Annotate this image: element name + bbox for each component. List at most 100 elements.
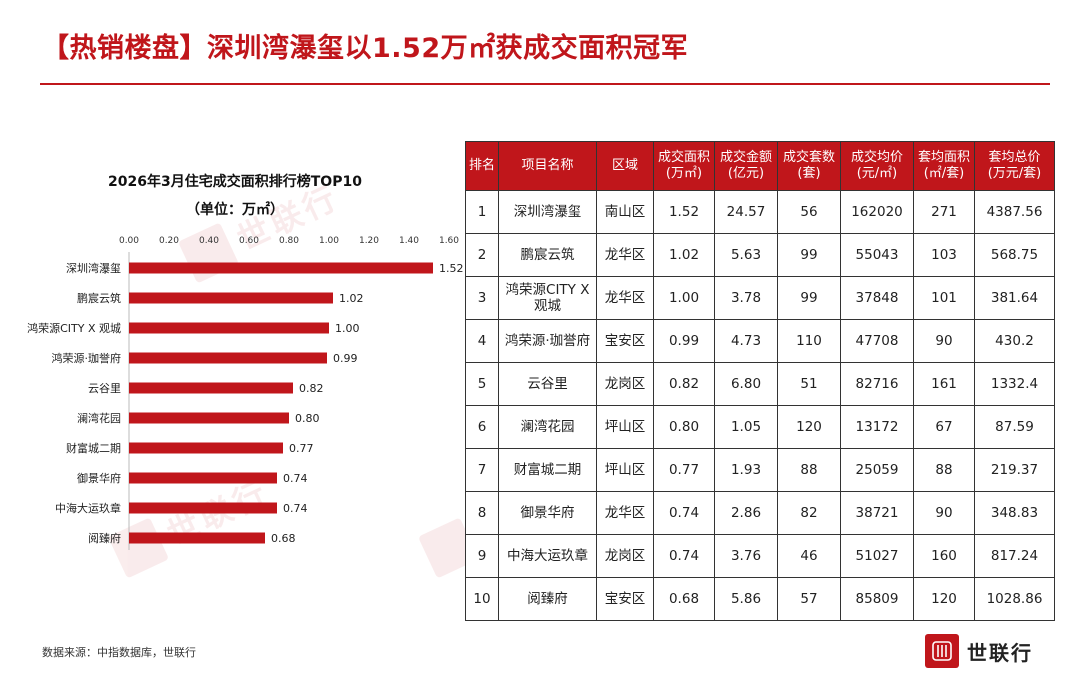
- table-cell: 5.86: [714, 577, 778, 621]
- bar: [129, 382, 293, 394]
- table-cell: 0.99: [653, 319, 715, 363]
- x-tick-label: 1.60: [439, 236, 459, 246]
- bar-value-label: 1.52: [439, 262, 464, 275]
- table-cell: 0.82: [653, 362, 715, 406]
- table-cell: 568.75: [974, 233, 1055, 277]
- table-cell: 161: [913, 362, 975, 406]
- table-cell: 13172: [840, 405, 914, 449]
- table-cell: 坪山区: [596, 405, 654, 449]
- table-header-cell: 套均面积 (㎡/套): [913, 141, 975, 191]
- table-cell: 88: [777, 448, 841, 492]
- table-cell: 55043: [840, 233, 914, 277]
- brand-logo: 世联行: [925, 634, 1033, 668]
- table-cell: 阅臻府: [498, 577, 597, 621]
- table-cell: 龙华区: [596, 233, 654, 277]
- bar: [129, 412, 289, 424]
- table-cell: 99: [777, 276, 841, 320]
- table-cell: 7: [465, 448, 499, 492]
- table-cell: 430.2: [974, 319, 1055, 363]
- bar: [129, 532, 265, 544]
- bar: [129, 262, 433, 274]
- table-cell: 82: [777, 491, 841, 535]
- category-label: 鸿荣源·珈誉府: [52, 351, 122, 365]
- bar-value-label: 0.74: [283, 472, 308, 485]
- bar: [129, 442, 283, 454]
- table-cell: 0.68: [653, 577, 715, 621]
- category-label: 澜湾花园: [77, 411, 121, 425]
- table-cell: 财富城二期: [498, 448, 597, 492]
- bar: [129, 292, 333, 304]
- bar: [129, 472, 277, 484]
- table-cell: 3.78: [714, 276, 778, 320]
- bar-value-label: 0.82: [299, 382, 324, 395]
- table-cell: 8: [465, 491, 499, 535]
- table-cell: 2.86: [714, 491, 778, 535]
- table-row: 9 中海大运玖章 龙岗区 0.74 3.76 46 51027 160 817.24: [465, 534, 1055, 578]
- table-cell: 120: [913, 577, 975, 621]
- table-cell: 219.37: [974, 448, 1055, 492]
- x-tick-label: 1.40: [399, 236, 419, 246]
- table-cell: 中海大运玖章: [498, 534, 597, 578]
- table-cell: 56: [777, 190, 841, 234]
- table-cell: 110: [777, 319, 841, 363]
- category-label: 鹏宸云筑: [77, 291, 121, 305]
- table-cell: 2: [465, 233, 499, 277]
- table-cell: 4: [465, 319, 499, 363]
- table-cell: 澜湾花园: [498, 405, 597, 449]
- chart-subtitle: （单位：万㎡）: [186, 202, 284, 218]
- table-row: 2 鹏宸云筑 龙华区 1.02 5.63 99 55043 103 568.75: [465, 233, 1055, 277]
- table-cell: 88: [913, 448, 975, 492]
- table-header-cell: 排名: [465, 141, 499, 191]
- table-cell: 宝安区: [596, 577, 654, 621]
- bar-value-label: 0.77: [289, 442, 314, 455]
- table-cell: 鹏宸云筑: [498, 233, 597, 277]
- table-cell: 0.74: [653, 491, 715, 535]
- table-cell: 381.64: [974, 276, 1055, 320]
- table-cell: 46: [777, 534, 841, 578]
- table-cell: 御景华府: [498, 491, 597, 535]
- table-cell: 9: [465, 534, 499, 578]
- table-cell: 3.76: [714, 534, 778, 578]
- table-cell: 1.52: [653, 190, 715, 234]
- table-cell: 99: [777, 233, 841, 277]
- table-header-row: 排名 项目名称 区域 成交面积 (万㎡) 成交金额 (亿元) 成交套数 (套) 成交均价 (元/㎡)…: [465, 141, 1055, 191]
- table-cell: 龙华区: [596, 491, 654, 535]
- table-header-cell: 套均总价 (万元/套): [974, 141, 1055, 191]
- table-cell: 龙岗区: [596, 362, 654, 406]
- table-cell: 120: [777, 405, 841, 449]
- table-cell: 67: [913, 405, 975, 449]
- table-cell: 87.59: [974, 405, 1055, 449]
- table-cell: 25059: [840, 448, 914, 492]
- table-cell: 龙岗区: [596, 534, 654, 578]
- bar: [129, 322, 329, 334]
- table-cell: 47708: [840, 319, 914, 363]
- table-cell: 38721: [840, 491, 914, 535]
- table-cell: 龙华区: [596, 276, 654, 320]
- table-header-cell: 成交金额 (亿元): [714, 141, 778, 191]
- table-cell: 1.02: [653, 233, 715, 277]
- category-label: 深圳湾瀑玺: [66, 261, 121, 275]
- chart-title: 2026年3月住宅成交面积排行榜TOP10: [108, 174, 362, 190]
- table-cell: 160: [913, 534, 975, 578]
- bar-value-label: 0.74: [283, 502, 308, 515]
- page-title: 【热销楼盘】深圳湾瀑玺以1.52万㎡获成交面积冠军: [42, 33, 689, 64]
- table-cell: 82716: [840, 362, 914, 406]
- ranking-table: 排名 项目名称 区域 成交面积 (万㎡) 成交金额 (亿元) 成交套数 (套) 成交均价 (元/㎡)…: [465, 141, 1055, 621]
- category-label: 御景华府: [77, 471, 121, 485]
- table-cell: 坪山区: [596, 448, 654, 492]
- table-cell: 348.83: [974, 491, 1055, 535]
- category-label: 财富城二期: [66, 441, 121, 455]
- table-row: 4 鸿荣源·珈誉府 宝安区 0.99 4.73 110 47708 90 430.2: [465, 319, 1055, 363]
- bar-value-label: 1.02: [339, 292, 364, 305]
- table-cell: 鸿荣源CITY X 观城: [498, 276, 597, 320]
- table-cell: 1332.4: [974, 362, 1055, 406]
- table-cell: 鸿荣源·珈誉府: [498, 319, 597, 363]
- table-header-cell: 项目名称: [498, 141, 597, 191]
- table-header-cell: 成交套数 (套): [777, 141, 841, 191]
- shilianhang-logo-icon: [925, 634, 959, 668]
- table-header-cell: 成交面积 (万㎡): [653, 141, 715, 191]
- table-row: 10 阅臻府 宝安区 0.68 5.86 57 85809 120 1028.86: [465, 577, 1055, 621]
- category-label: 云谷里: [88, 382, 121, 395]
- table-cell: 85809: [840, 577, 914, 621]
- table-cell: 0.77: [653, 448, 715, 492]
